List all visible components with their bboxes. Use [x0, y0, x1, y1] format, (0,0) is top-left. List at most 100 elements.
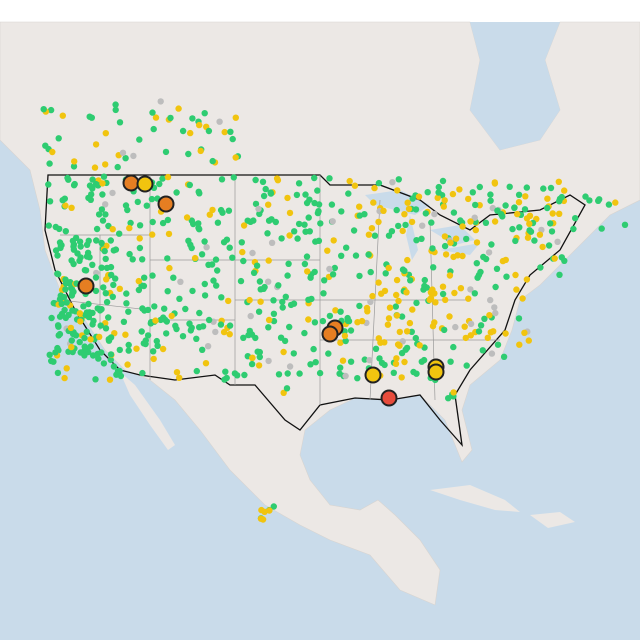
station-marker[interactable]	[447, 239, 454, 246]
station-marker[interactable]	[164, 216, 172, 224]
station-marker[interactable]	[175, 105, 182, 112]
station-marker[interactable]	[492, 309, 499, 317]
station-marker[interactable]	[279, 298, 286, 306]
station-marker[interactable]	[416, 342, 423, 349]
station-marker[interactable]	[167, 114, 174, 122]
station-marker[interactable]	[381, 287, 389, 295]
station-marker[interactable]	[108, 271, 115, 279]
station-marker[interactable]	[89, 309, 96, 317]
station-marker[interactable]	[514, 210, 521, 218]
station-marker[interactable]	[392, 303, 399, 310]
station-marker[interactable]	[477, 322, 485, 329]
station-marker[interactable]	[286, 323, 293, 331]
station-marker[interactable]	[203, 244, 210, 251]
station-marker[interactable]	[275, 371, 283, 378]
station-marker[interactable]	[62, 202, 69, 209]
station-marker[interactable]	[196, 121, 203, 129]
station-marker[interactable]	[389, 179, 396, 186]
station-marker[interactable]	[329, 271, 337, 278]
station-marker[interactable]	[303, 253, 311, 260]
station-marker[interactable]	[406, 319, 414, 327]
station-marker[interactable]	[265, 201, 272, 208]
station-marker[interactable]	[102, 290, 110, 297]
station-marker[interactable]	[326, 265, 333, 273]
station-marker[interactable]	[189, 287, 196, 295]
station-marker[interactable]	[140, 282, 148, 290]
station-marker[interactable]	[314, 187, 321, 194]
station-marker[interactable]	[412, 206, 420, 213]
station-marker[interactable]	[134, 198, 141, 206]
station-marker[interactable]	[429, 286, 436, 293]
station-marker[interactable]	[329, 218, 336, 225]
station-marker[interactable]	[150, 125, 157, 133]
station-marker[interactable]	[109, 189, 116, 197]
station-marker[interactable]	[390, 369, 397, 376]
station-marker[interactable]	[102, 201, 109, 208]
station-marker[interactable]	[376, 355, 383, 362]
station-marker[interactable]	[511, 204, 518, 211]
station-marker[interactable]	[344, 317, 352, 325]
station-marker[interactable]	[46, 160, 53, 167]
station-marker[interactable]	[210, 277, 217, 284]
station-marker[interactable]	[399, 266, 407, 273]
station-marker[interactable]	[404, 199, 411, 206]
station-marker[interactable]	[442, 296, 449, 304]
station-marker[interactable]	[301, 221, 308, 228]
station-marker[interactable]	[99, 191, 106, 198]
station-marker[interactable]	[252, 200, 260, 208]
station-marker[interactable]	[188, 244, 195, 252]
station-marker[interactable]	[273, 175, 281, 182]
station-marker[interactable]	[91, 164, 99, 171]
station-marker[interactable]	[138, 328, 145, 335]
station-marker[interactable]	[107, 237, 115, 244]
station-marker[interactable]	[522, 193, 529, 200]
station-marker[interactable]	[148, 195, 156, 203]
station-marker[interactable]	[125, 347, 132, 354]
station-marker[interactable]	[185, 150, 192, 158]
station-marker[interactable]	[375, 279, 382, 286]
station-marker[interactable]	[159, 175, 166, 182]
station-marker[interactable]	[267, 190, 275, 197]
station-marker[interactable]	[403, 289, 410, 296]
station-marker[interactable]	[304, 268, 311, 275]
station-marker[interactable]	[381, 361, 388, 369]
station-marker[interactable]	[253, 262, 261, 269]
station-marker[interactable]	[99, 180, 106, 187]
station-marker[interactable]	[209, 157, 216, 165]
station-marker[interactable]	[286, 232, 293, 239]
station-marker[interactable]	[85, 300, 92, 308]
station-marker[interactable]	[440, 203, 447, 210]
station-marker[interactable]	[315, 208, 322, 215]
station-marker[interactable]	[471, 290, 478, 297]
station-marker[interactable]	[168, 312, 175, 320]
station-marker[interactable]	[439, 290, 447, 298]
station-marker[interactable]	[261, 508, 268, 515]
station-marker[interactable]	[277, 334, 285, 341]
station-marker[interactable]	[413, 237, 420, 244]
station-marker[interactable]	[89, 321, 96, 328]
station-marker[interactable]	[526, 227, 533, 234]
station-marker[interactable]	[295, 180, 303, 187]
station-marker[interactable]	[170, 274, 177, 281]
station-marker[interactable]	[418, 235, 425, 242]
station-marker[interactable]	[275, 282, 282, 289]
station-marker[interactable]	[64, 174, 71, 182]
station-marker[interactable]	[262, 185, 269, 193]
station-marker[interactable]	[270, 310, 278, 317]
station-marker[interactable]	[87, 336, 94, 343]
station-marker[interactable]	[367, 298, 374, 306]
station-marker[interactable]	[435, 183, 442, 191]
station-marker[interactable]	[548, 228, 556, 235]
station-marker[interactable]	[259, 178, 267, 185]
alert-marker[interactable]	[427, 363, 445, 381]
station-marker[interactable]	[531, 237, 538, 244]
station-marker[interactable]	[265, 357, 272, 365]
station-marker[interactable]	[556, 271, 563, 278]
station-marker[interactable]	[487, 197, 494, 204]
station-marker[interactable]	[209, 206, 216, 214]
station-marker[interactable]	[326, 175, 333, 182]
station-marker[interactable]	[57, 292, 64, 299]
station-marker[interactable]	[141, 274, 148, 281]
station-marker[interactable]	[401, 211, 408, 218]
station-marker[interactable]	[286, 363, 294, 370]
